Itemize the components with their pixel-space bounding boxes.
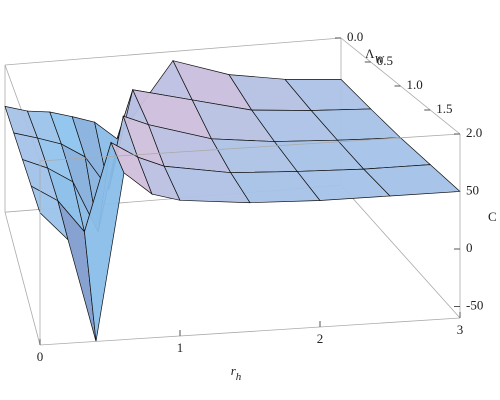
y-tick-label: 1.0 [407, 77, 423, 92]
y-axis-label: ΛW [365, 46, 384, 66]
box-edge [340, 184, 461, 319]
z-tick-label: 0 [466, 240, 473, 255]
y-tick-label: 0.0 [347, 29, 363, 44]
box-edge [39, 133, 461, 162]
z-tick-label: -50 [466, 297, 483, 312]
x-tick-label: 2 [317, 331, 324, 346]
y-label-sub: W [374, 54, 384, 66]
box-edge [4, 212, 41, 346]
x-tick-label: 1 [177, 340, 184, 355]
x-tick-label: 3 [457, 322, 464, 337]
x-label-sub: h [236, 371, 242, 383]
box-edge [39, 317, 461, 346]
y-tick-label: 1.5 [436, 101, 452, 116]
x-axis-label: rh [231, 363, 242, 383]
z-tick-label: 50 [466, 182, 479, 197]
x-tick-label: 0 [37, 349, 44, 364]
y-tick-label: 2.0 [466, 125, 482, 140]
y-label-main: Λ [365, 46, 375, 61]
y-tick-label: 0.5 [377, 53, 393, 68]
z-axis-label: C [488, 209, 497, 224]
x-label-main: r [231, 363, 237, 378]
box-edge [4, 37, 342, 66]
